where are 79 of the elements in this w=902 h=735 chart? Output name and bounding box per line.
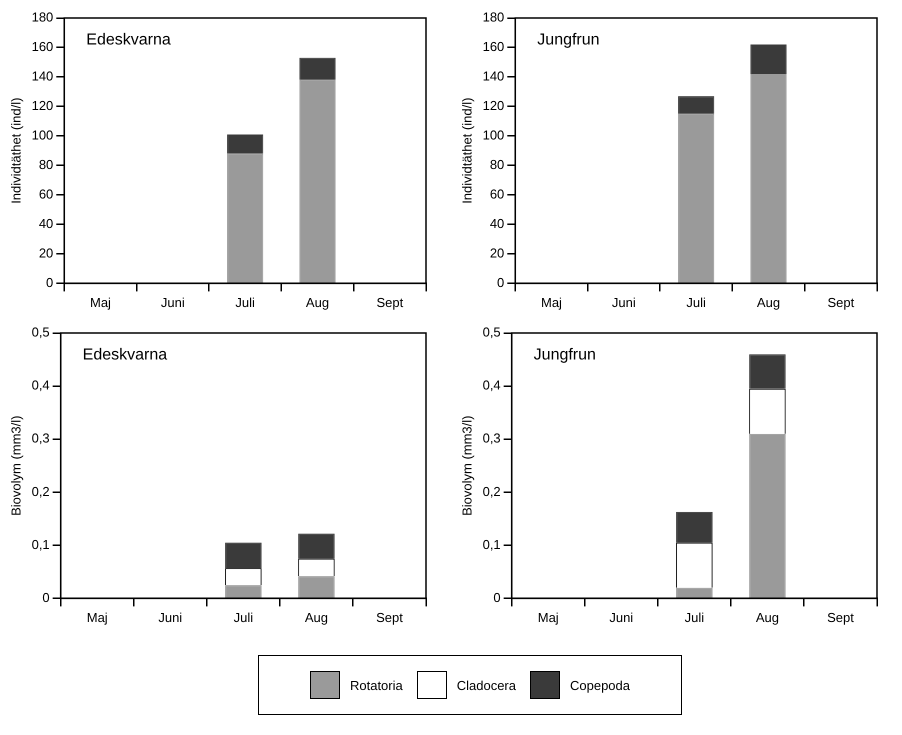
bar xyxy=(750,74,787,283)
bar xyxy=(750,44,787,74)
y-tick-label: 80 xyxy=(38,157,54,172)
x-tick-label: Juli xyxy=(235,294,256,310)
x-tick-label: Sept xyxy=(827,294,855,310)
y-axis-title: Biovolym (mm3/l) xyxy=(8,415,24,516)
y-tick-label: 0,5 xyxy=(482,324,501,340)
y-tick-label: 160 xyxy=(482,39,504,54)
y-tick-label: 0,4 xyxy=(32,378,50,393)
y-tick-label: 0,4 xyxy=(482,378,501,393)
x-tick-label: Aug xyxy=(304,610,328,625)
y-tick-label: 100 xyxy=(482,128,504,143)
text: Edeskvarna xyxy=(86,31,171,48)
y-tick-label: 160 xyxy=(32,39,54,54)
legend-label: Cladocera xyxy=(456,678,516,692)
y-tick-label: 0,5 xyxy=(32,324,50,340)
y-axis-title: Biovolym (mm3/l) xyxy=(459,415,474,516)
bar xyxy=(676,588,713,598)
y-tick-label: 0,2 xyxy=(32,484,50,499)
y-tick-label: 100 xyxy=(32,128,54,143)
y-tick-label: 60 xyxy=(490,186,504,202)
y-tick-label: 20 xyxy=(490,245,504,260)
bar xyxy=(298,534,335,559)
x-tick-label: Sept xyxy=(376,294,404,310)
y-axis-title: Individtäthet (ind/l) xyxy=(8,98,24,204)
y-tick-label: 40 xyxy=(490,216,504,231)
bar xyxy=(749,354,786,389)
y-tick-label: 140 xyxy=(32,68,54,84)
y-tick-label: 40 xyxy=(38,216,54,231)
y-tick-label: 0,2 xyxy=(482,484,501,499)
x-tick-label: Maj xyxy=(538,610,559,625)
bar xyxy=(225,542,262,568)
bar xyxy=(676,512,713,543)
y-tick-label: 180 xyxy=(482,10,504,25)
y-tick-label: 120 xyxy=(482,98,504,114)
y-tick-label: 0,1 xyxy=(482,536,501,552)
legend-label: Copepoda xyxy=(570,678,630,692)
bar xyxy=(749,434,786,598)
y-tick-label: 0 xyxy=(493,590,501,605)
x-tick-label: Juli xyxy=(684,610,704,625)
x-tick-label: Juli xyxy=(686,294,706,310)
bar xyxy=(298,576,335,598)
x-tick-label: Aug xyxy=(306,294,330,310)
x-tick-label: Aug xyxy=(756,610,779,625)
x-tick-label: Juni xyxy=(609,610,634,625)
x-tick-label: Juli xyxy=(234,610,254,625)
bar xyxy=(678,114,714,283)
x-tick-label: Sept xyxy=(376,610,404,625)
y-tick-label: 180 xyxy=(32,10,54,25)
x-tick-label: Maj xyxy=(86,610,108,625)
x-tick-label: Juni xyxy=(160,294,185,310)
y-tick-label: 0 xyxy=(497,274,504,290)
y-tick-label: 0,3 xyxy=(32,430,50,446)
y-tick-label: 0,1 xyxy=(32,536,50,552)
bar xyxy=(227,134,264,154)
x-tick-label: Sept xyxy=(827,610,854,625)
bar xyxy=(678,96,714,114)
y-tick-label: 120 xyxy=(32,98,54,114)
bar xyxy=(227,154,264,283)
x-tick-label: Aug xyxy=(756,294,780,310)
y-tick-label: 0 xyxy=(46,274,54,290)
y-tick-label: 20 xyxy=(38,245,54,260)
text: Jungfrun xyxy=(537,31,600,48)
bar xyxy=(299,80,336,283)
y-tick-label: 60 xyxy=(38,186,54,202)
text: Jungfrun xyxy=(534,346,596,364)
legend-label: Rotatoria xyxy=(350,678,403,692)
text: Edeskvarna xyxy=(82,346,168,364)
y-tick-label: 0 xyxy=(42,590,50,605)
x-tick-label: Juni xyxy=(158,610,182,625)
x-tick-label: Maj xyxy=(90,294,112,310)
y-axis-title: Individtäthet (ind/l) xyxy=(459,98,474,204)
y-tick-label: 140 xyxy=(482,68,504,84)
x-tick-label: Juni xyxy=(612,294,636,310)
y-tick-label: 80 xyxy=(490,157,504,172)
y-tick-label: 0,3 xyxy=(482,430,501,446)
bar xyxy=(225,585,262,598)
bar xyxy=(299,58,336,80)
x-tick-label: Maj xyxy=(540,294,562,310)
